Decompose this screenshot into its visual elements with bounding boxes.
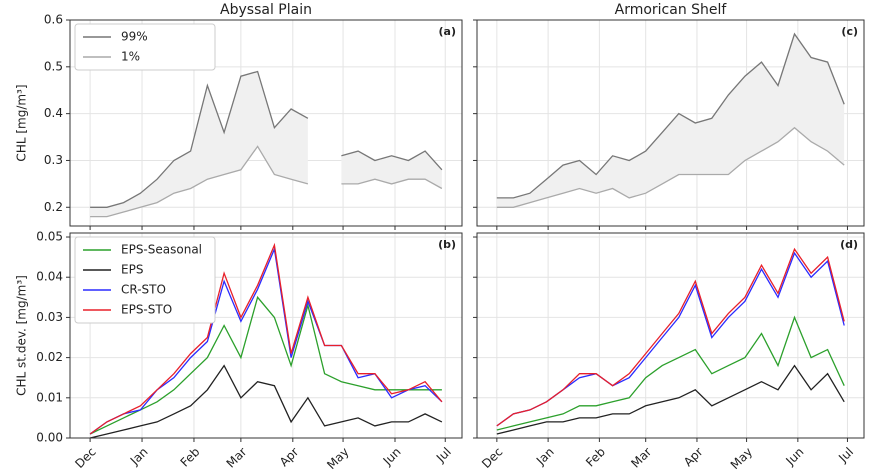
legend-box (74, 23, 216, 71)
series-line (89, 295, 442, 435)
x-tick-label: Feb (178, 445, 203, 470)
series-line (496, 247, 845, 427)
x-tick-label: Feb (583, 445, 608, 470)
y-tick-label: 0.03 (36, 310, 63, 324)
y-tick-label: 0.00 (36, 431, 63, 445)
y-tick-label: 0.6 (44, 13, 63, 27)
legend-label: EPS (121, 263, 143, 277)
x-tick-label: Dec (479, 445, 505, 471)
y-axis-label: CHL [mg/m³] (15, 84, 29, 161)
legend-label: CR-STO (121, 283, 166, 297)
panel-title: Armorican Shelf (615, 2, 728, 18)
legend-label: EPS-STO (121, 303, 172, 317)
plot-frame (69, 232, 463, 439)
x-tick-label: Jul (835, 445, 856, 466)
band-fill (496, 34, 845, 208)
y-tick-label: 0.2 (44, 200, 63, 214)
y-tick-label: 0.01 (36, 390, 63, 404)
y-tick-label: 0.3 (44, 153, 63, 167)
y-axis-label: CHL st.dev. [mg/m³] (15, 275, 29, 396)
series-line (89, 242, 443, 435)
panel-label: (a) (439, 25, 456, 38)
band-fill (341, 151, 442, 189)
y-tick-label: 0.4 (44, 106, 63, 120)
x-tick-label: Apr (681, 445, 706, 470)
x-tick-label: Mar (628, 445, 654, 471)
legend-label: EPS-Seasonal (121, 243, 202, 257)
x-tick-label: Jun (380, 445, 404, 469)
series-line (90, 70, 443, 208)
panel-label: (d) (840, 238, 858, 251)
x-tick-label: Jan (533, 445, 557, 469)
y-tick-label: 0.5 (44, 59, 63, 73)
panel-label: (c) (841, 25, 858, 38)
panel-title: Abyssal Plain (220, 2, 312, 18)
series-line (496, 364, 845, 435)
legend-box (74, 236, 216, 324)
plot-frame (476, 232, 865, 439)
band-fill (90, 71, 308, 217)
plot-frame (476, 19, 865, 227)
y-tick-label: 0.02 (36, 350, 63, 364)
series-line (496, 315, 845, 431)
x-tick-label: Dec (72, 445, 98, 471)
x-tick-label: Jul (433, 445, 454, 466)
x-tick-label: Apr (277, 445, 302, 470)
x-tick-label: Mar (224, 445, 250, 471)
series-line (89, 364, 443, 439)
panel-label: (b) (438, 238, 456, 251)
x-tick-label: May (728, 445, 755, 472)
series-line (90, 145, 443, 218)
x-tick-label: May (324, 445, 351, 472)
series-line (89, 246, 443, 435)
y-tick-label: 0.05 (36, 230, 63, 244)
series-line (496, 126, 845, 208)
x-tick-label: Jun (783, 445, 807, 469)
legend-label: 1% (121, 50, 140, 64)
y-tick-label: 0.04 (36, 270, 63, 284)
plot-frame (69, 19, 463, 227)
x-tick-label: Jan (127, 445, 151, 469)
legend-label: 99% (121, 30, 148, 44)
series-line (496, 32, 845, 199)
